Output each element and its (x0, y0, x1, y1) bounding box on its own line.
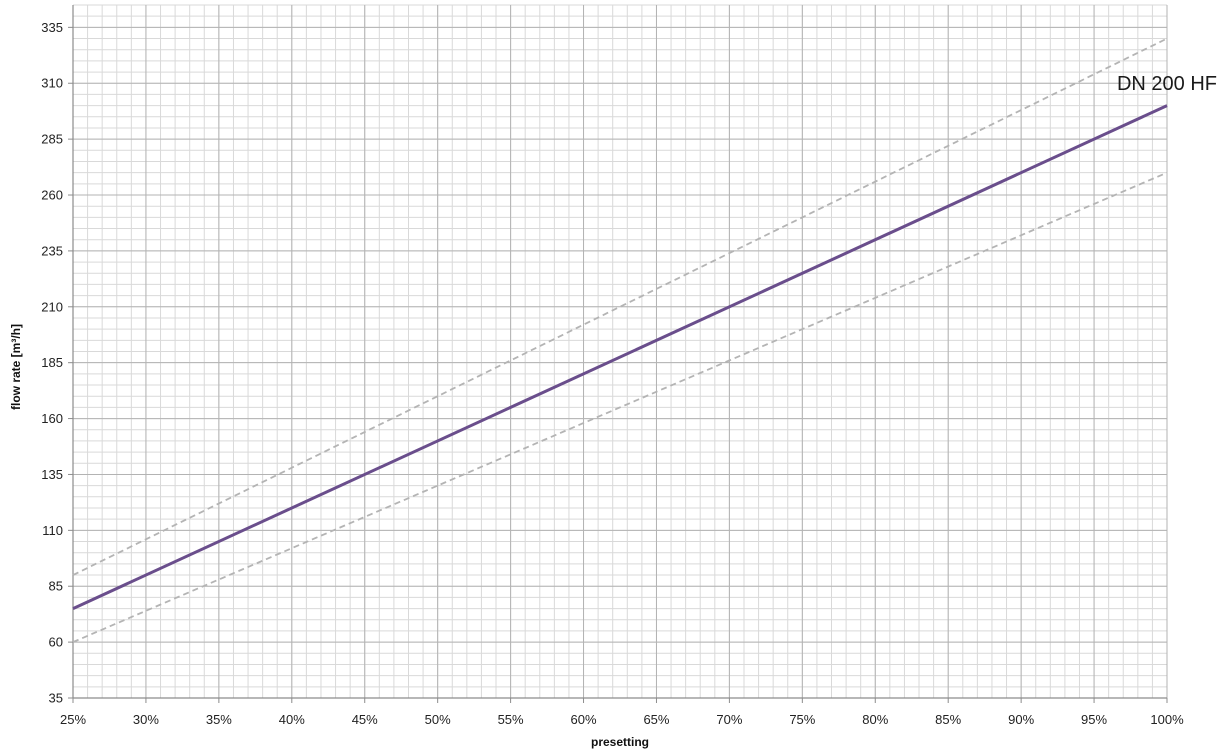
y-tick-label: 260 (41, 188, 63, 203)
x-tick-label: 75% (789, 712, 815, 727)
x-tick-labels: 25% 30% 35% 40% 45% 50% 55% 60% 65% 70% 75% 80% 85% 9… (60, 712, 1184, 727)
y-tick-label: 160 (41, 411, 63, 426)
x-tick-label: 25% (60, 712, 86, 727)
minor-grid (72, 4, 1168, 699)
x-tick-label: 85% (935, 712, 961, 727)
x-tick-label: 55% (498, 712, 524, 727)
x-tick-label: 100% (1150, 712, 1184, 727)
x-tick-label: 40% (279, 712, 305, 727)
axes (68, 5, 1168, 703)
series-label-dn-200-hf: DN 200 HF (1117, 73, 1217, 95)
x-tick-label: 45% (352, 712, 378, 727)
y-axis-title: flow rate [m³/h] (9, 324, 23, 410)
y-tick-label: 185 (41, 355, 63, 370)
y-tick-label: 210 (41, 299, 63, 314)
y-tick-label: 35 (49, 691, 63, 706)
y-tick-labels: 35 60 85 110 135 160 185 210 235 260 285 310 335 (41, 20, 63, 706)
major-grid (72, 5, 1168, 699)
lower-tolerance-line (72, 171, 1168, 643)
upper-tolerance-line (72, 37, 1168, 576)
x-axis-title: presetting (591, 735, 649, 749)
x-tick-label: 95% (1081, 712, 1107, 727)
x-tick-label: 35% (206, 712, 232, 727)
x-tick-label: 60% (571, 712, 597, 727)
x-tick-label: 65% (643, 712, 669, 727)
y-tick-label: 135 (41, 467, 63, 482)
y-tick-label: 110 (42, 523, 63, 538)
y-tick-label: 60 (49, 635, 63, 650)
annotations: DN 200 HF (1117, 73, 1217, 95)
y-tick-label: 235 (41, 243, 63, 258)
x-tick-label: 30% (133, 712, 159, 727)
series-lines (72, 37, 1168, 643)
y-tick-label: 85 (49, 579, 63, 594)
y-tick-label: 310 (41, 76, 63, 91)
y-tick-label: 335 (41, 20, 63, 35)
x-tick-label: 80% (862, 712, 888, 727)
y-tick-label: 285 (41, 132, 63, 147)
x-tick-label: 70% (716, 712, 742, 727)
x-tick-label: 90% (1008, 712, 1034, 727)
series-line-dn-200-hf (72, 104, 1168, 610)
x-tick-label: 50% (425, 712, 451, 727)
